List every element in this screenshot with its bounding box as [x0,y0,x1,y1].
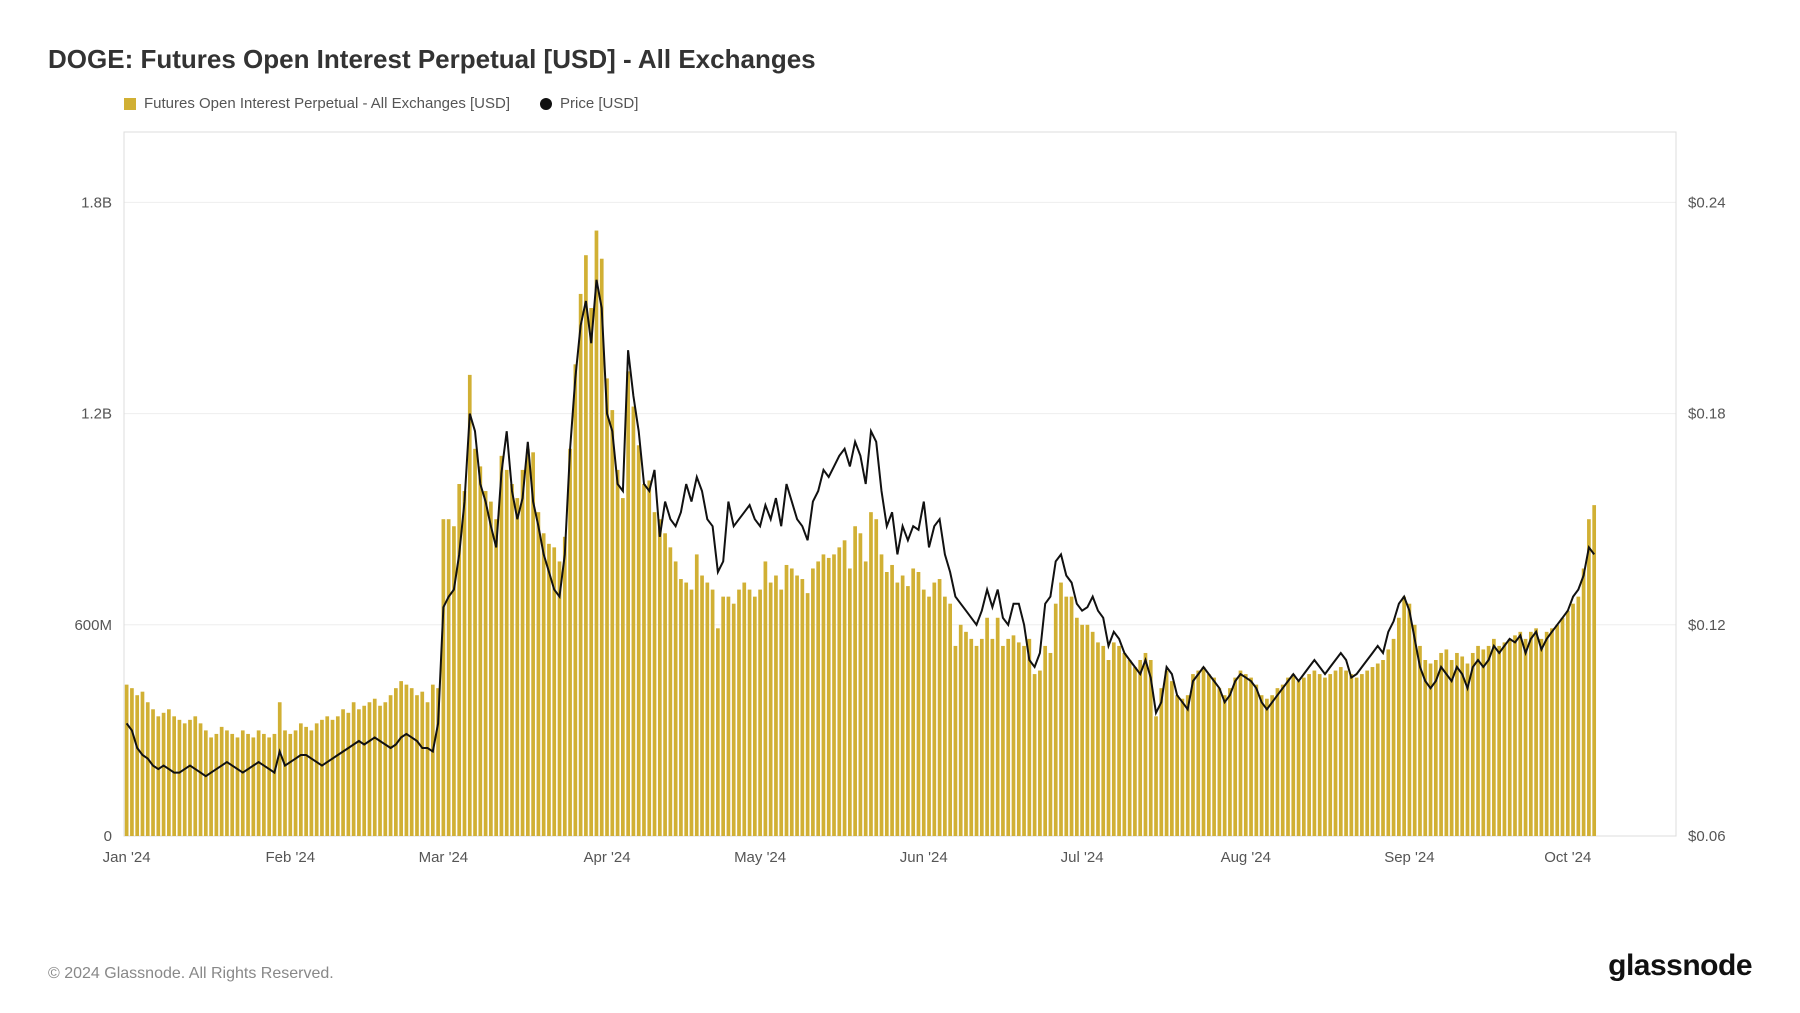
svg-text:Aug '24: Aug '24 [1221,849,1271,866]
plot-border [124,132,1676,836]
svg-text:Mar '24: Mar '24 [419,849,469,866]
svg-text:600M: 600M [74,617,112,634]
svg-text:Oct '24: Oct '24 [1544,849,1591,866]
y-axis-left: 0 600M 1.2B 1.8B [74,194,112,845]
svg-text:$0.12: $0.12 [1688,617,1726,634]
svg-text:Jan '24: Jan '24 [103,849,151,866]
legend-swatch-line [540,98,552,110]
legend-swatch-bar [124,98,136,110]
svg-text:Apr '24: Apr '24 [583,849,630,866]
legend-item-open-interest: Futures Open Interest Perpetual - All Ex… [124,95,510,112]
chart-legend: Futures Open Interest Perpetual - All Ex… [124,95,1752,112]
brand-logo: glassnode [1608,949,1752,983]
svg-text:Sep '24: Sep '24 [1384,849,1434,866]
svg-text:May '24: May '24 [734,849,786,866]
legend-label-price: Price [USD] [560,95,638,112]
svg-text:Feb '24: Feb '24 [265,849,315,866]
svg-text:1.8B: 1.8B [81,194,112,211]
svg-text:$0.24: $0.24 [1688,194,1726,211]
chart-area: 0 600M 1.2B 1.8B $0.06 $0.12 $0.18 $0.24 Jan '… [48,122,1752,882]
svg-text:0: 0 [104,828,112,845]
x-axis: Jan '24 Feb '24 Mar '24 Apr '24 May '24 Jun '… [103,849,1592,866]
svg-text:Jul '24: Jul '24 [1061,849,1104,866]
chart-svg: 0 600M 1.2B 1.8B $0.06 $0.12 $0.18 $0.24 Jan '… [48,122,1752,882]
copyright-text: © 2024 Glassnode. All Rights Reserved. [48,965,334,983]
y-axis-right: $0.06 $0.12 $0.18 $0.24 [1688,194,1726,845]
chart-grid [124,202,1676,836]
svg-text:Jun '24: Jun '24 [900,849,948,866]
bar-series [125,231,1596,836]
svg-text:$0.06: $0.06 [1688,828,1726,845]
legend-item-price: Price [USD] [540,95,638,112]
legend-label-open-interest: Futures Open Interest Perpetual - All Ex… [144,95,510,112]
svg-text:$0.18: $0.18 [1688,406,1726,423]
chart-title: DOGE: Futures Open Interest Perpetual [U… [48,44,1752,75]
svg-text:1.2B: 1.2B [81,406,112,423]
